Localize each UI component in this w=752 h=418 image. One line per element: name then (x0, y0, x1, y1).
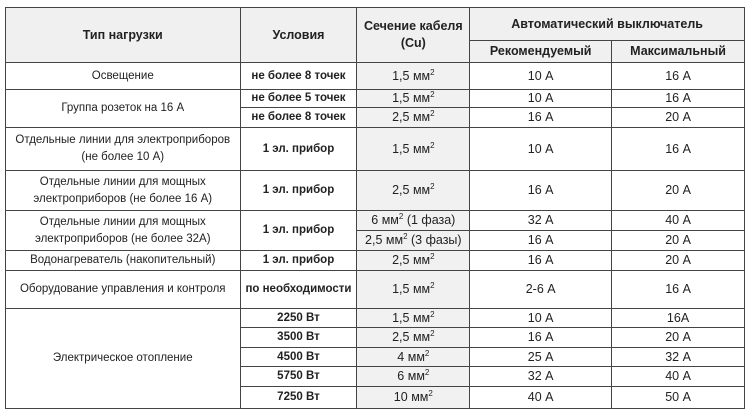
maximum-breaker-cell: 20 А (611, 250, 745, 271)
recommended-breaker-cell: 16 А (469, 250, 613, 271)
recommended-breaker-cell: 32 А (469, 366, 613, 387)
maximum-breaker-cell: 16 А (611, 127, 745, 171)
header-maximum: Максимальный (611, 40, 745, 63)
maximum-breaker-cell: 16 А (611, 62, 745, 90)
cable-section-cell: 1,5 мм2 (356, 62, 471, 90)
condition-cell: 1 эл. прибор (239, 210, 358, 251)
cable-section-cell: 1,5 мм2 (356, 89, 471, 108)
load-type-cell: Отдельные линии для мощных электроприбор… (5, 210, 241, 251)
recommended-breaker-cell: 16 А (469, 170, 613, 211)
maximum-breaker-cell: 20 А (611, 107, 745, 128)
cable-section-cell: 1,5 мм2 (356, 127, 471, 171)
recommended-breaker-cell: 10 А (469, 62, 613, 90)
condition-cell: 4500 Вт (239, 347, 358, 367)
recommended-breaker-cell: 10 А (469, 308, 613, 328)
maximum-breaker-cell: 32 А (611, 347, 745, 367)
maximum-breaker-cell: 50 А (611, 386, 745, 409)
maximum-breaker-cell: 40 А (611, 210, 745, 231)
recommended-breaker-cell: 16 А (469, 230, 613, 251)
header-recommended: Рекомендуемый (469, 40, 613, 63)
recommended-breaker-cell: 32 А (469, 210, 613, 231)
cable-section-cell: 1,5 мм2 (356, 308, 471, 328)
condition-cell: 1 эл. прибор (239, 250, 358, 271)
condition-cell: 1 эл. прибор (239, 127, 358, 171)
load-type-cell: Освещение (5, 62, 241, 90)
table-row: Электрическое отопление 2250 Вт 1,5 мм2 10 … (5, 308, 745, 409)
condition-cell: 7250 Вт (239, 386, 358, 409)
header-load-type: Тип нагрузки (5, 7, 241, 63)
cable-section-cell: 2,5 мм2 (356, 327, 471, 348)
table-row: Отдельные линии для электроприборов (не … (5, 127, 745, 171)
breaker-cable-table: Тип нагрузки Условия Сечение кабеля (Cu)… (5, 7, 745, 409)
maximum-breaker-cell: 20 А (611, 327, 745, 348)
maximum-breaker-cell: 40 А (611, 366, 745, 387)
maximum-breaker-cell: 20 А (611, 170, 745, 211)
table-row: 7250 Вт 10 мм2 40 А 50 А (6, 386, 745, 409)
maximum-breaker-cell: 16А (611, 308, 745, 328)
maximum-breaker-cell: 16 А (611, 270, 745, 309)
table-row: Водонагреватель (накопительный) 1 эл. при… (5, 250, 745, 271)
condition-cell: не более 8 точек (239, 107, 358, 128)
recommended-breaker-cell: 40 А (469, 386, 613, 409)
condition-cell: 2250 Вт (239, 308, 358, 328)
table-row: 4500 Вт 4 мм2 25 А 32 А (6, 347, 745, 367)
load-type-cell: Электрическое отопление (5, 308, 241, 409)
maximum-breaker-cell: 16 А (611, 89, 745, 108)
cable-section-cell: 2,5 мм2 (356, 170, 471, 211)
table-row: Отдельные линии для мощных электроприбор… (5, 210, 745, 251)
table-row: Оборудование управления и контроля по нео… (5, 270, 745, 309)
cable-section-cell: 4 мм2 (356, 347, 471, 367)
cable-section-cell: 10 мм2 (356, 386, 471, 409)
cable-section-cell: 2,5 мм2 (356, 107, 471, 128)
recommended-breaker-cell: 10 А (469, 89, 613, 108)
cable-section-cell: 2,5 мм2 (3 фазы) (356, 230, 471, 251)
header-breaker: Автоматический выключатель (469, 7, 745, 41)
table-row: 5750 Вт 6 мм2 32 А 40 А (6, 366, 745, 387)
header-conditions: Условия (239, 7, 358, 63)
recommended-breaker-cell: 2-6 А (469, 270, 613, 309)
condition-cell: 3500 Вт (239, 327, 358, 348)
condition-cell: 1 эл. прибор (239, 170, 358, 211)
cable-section-cell: 6 мм2 (1 фаза) (356, 210, 471, 231)
condition-cell: не более 5 точек (239, 89, 358, 108)
recommended-breaker-cell: 25 А (469, 347, 613, 367)
load-type-cell: Группа розеток на 16 А (5, 89, 241, 128)
cable-section-cell: 2,5 мм2 (356, 250, 471, 271)
table-row: Отдельные линии для мощных электроприбор… (5, 170, 745, 211)
recommended-breaker-cell: 10 А (469, 127, 613, 171)
load-type-cell: Водонагреватель (накопительный) (5, 250, 241, 271)
maximum-breaker-cell: 20 А (611, 230, 745, 251)
load-type-cell: Отдельные линии для электроприборов (не … (5, 127, 241, 171)
cable-section-cell: 6 мм2 (356, 366, 471, 387)
condition-cell: 5750 Вт (239, 366, 358, 387)
recommended-breaker-cell: 16 А (469, 107, 613, 128)
load-type-cell: Отдельные линии для мощных электроприбор… (5, 170, 241, 211)
table-row: Освещение не более 8 точек 1,5 мм2 10 А 16 А (5, 62, 745, 90)
cable-section-cell: 1,5 мм2 (356, 270, 471, 309)
condition-cell: по необходимости (239, 270, 358, 309)
header-cable-section: Сечение кабеля (Cu) (356, 7, 471, 63)
recommended-breaker-cell: 16 А (469, 327, 613, 348)
condition-cell: не более 8 точек (239, 62, 358, 90)
load-type-cell: Оборудование управления и контроля (5, 270, 241, 309)
